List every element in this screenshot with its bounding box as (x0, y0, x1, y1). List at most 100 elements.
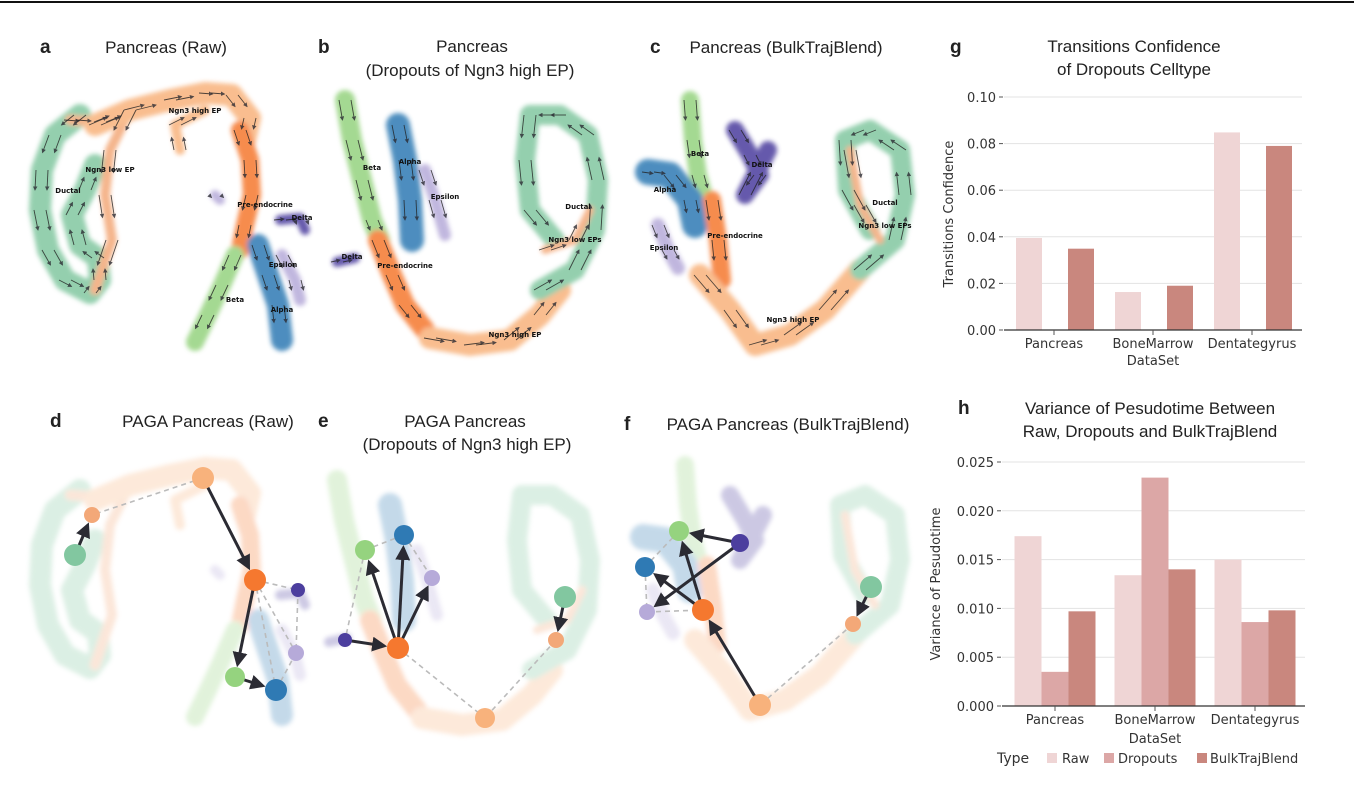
chart-g-ylabel: Transitions Confidence (942, 141, 957, 289)
velocity-arrow (70, 279, 85, 287)
velocity-arrow (686, 139, 692, 159)
velocity-arrow (41, 249, 51, 266)
velocity-arrow (853, 204, 865, 224)
velocity-arrow (698, 139, 704, 159)
velocity-arrow (83, 285, 90, 294)
cluster-ductal (29, 104, 111, 304)
velocity-arrow (783, 321, 803, 336)
velocity-arrow (338, 99, 345, 121)
velocity-arrow (261, 274, 268, 291)
velocity-arrow (357, 139, 365, 161)
velocity-arrow (355, 179, 363, 201)
velocity-arrow (78, 176, 85, 191)
velocity-arrow (100, 116, 120, 126)
cluster-epsilon (276, 249, 306, 306)
velocity-arrow (233, 129, 240, 146)
velocity-arrow (568, 249, 580, 271)
panel-d-title: PAGA Pancreas (Raw) (122, 412, 294, 431)
bar-bonemarrow-raw (1114, 575, 1142, 706)
paga-edge-dashed (254, 579, 277, 691)
velocity-arrow (234, 224, 240, 239)
velocity-arrow (220, 284, 229, 301)
velocity-arrow (125, 109, 137, 131)
velocity-arrow (682, 99, 688, 121)
velocity-arrow (755, 154, 762, 166)
velocity-arrow (641, 170, 654, 176)
cluster-label: Alpha (654, 186, 677, 194)
velocity-arrow (365, 219, 371, 231)
cluster-alpha (247, 234, 293, 351)
panel-c-letter: c (650, 37, 661, 58)
cluster-label: Delta (291, 214, 312, 222)
cluster-alpha (635, 159, 708, 238)
velocity-arrow (888, 216, 896, 241)
velocity-arrow (263, 244, 270, 261)
velocity-arrow (383, 239, 392, 259)
velocity-arrow (683, 199, 689, 214)
velocity-arrow (94, 250, 105, 259)
velocity-arrow (254, 159, 260, 179)
velocity-arrow (82, 250, 93, 259)
bar-bonemarrow-bulktrajblend (1168, 569, 1196, 706)
velocity-arrow (41, 134, 50, 154)
paga-node-ductal (64, 544, 86, 566)
chart-g-xlabel: DataSet (1127, 354, 1179, 369)
velocity-arrow (435, 337, 457, 344)
paga-node-epsilon (288, 645, 304, 661)
velocity-arrow (345, 139, 353, 161)
velocity-arrow (735, 309, 750, 329)
cluster-ductal (515, 105, 608, 300)
y-tick-label: 0.000 (957, 700, 994, 715)
panel-a-title: Pancreas (Raw) (105, 38, 227, 57)
velocity-arrow (519, 114, 525, 139)
bar-dentategyrus-dropouts (1241, 622, 1269, 706)
velocity-arrow (585, 156, 593, 181)
velocity-arrow (77, 201, 85, 216)
velocity-arrow (175, 94, 195, 101)
velocity-arrow (207, 314, 215, 330)
velocity-arrow (830, 289, 850, 311)
embedding-b (324, 470, 600, 736)
velocity-arrow (403, 124, 410, 144)
velocity-arrow (275, 254, 283, 269)
velocity-arrow (123, 103, 145, 111)
bar-dentategyrus-series-1 (1266, 145, 1292, 330)
paga-node-alpha (394, 525, 414, 545)
velocity-arrow (350, 99, 357, 121)
cluster-beta (327, 470, 382, 630)
velocity-arrow (63, 118, 80, 124)
velocity-arrow (397, 274, 406, 291)
cluster-ductal (835, 120, 915, 280)
velocity-arrow (568, 224, 577, 241)
bar-pancreas-bulktrajblend (1068, 611, 1096, 706)
velocity-arrow (535, 209, 550, 226)
y-tick-label: 0.10 (967, 91, 996, 106)
velocity-arrow (865, 204, 877, 224)
velocity-arrow (663, 174, 675, 189)
velocity-arrow (757, 174, 767, 186)
paga-edge-arrow (232, 579, 257, 668)
velocity-arrow (99, 149, 105, 174)
y-tick-label: 0.015 (957, 554, 994, 569)
cluster-label: Ductal (565, 203, 590, 211)
panel-d-letter: d (50, 411, 62, 432)
velocity-arrow (135, 103, 157, 111)
paga-edge-arrow (708, 619, 762, 706)
cluster-epsilon (651, 218, 685, 275)
velocity-arrow (410, 159, 416, 181)
velocity-arrow (207, 193, 213, 199)
paga-edge-arrow (395, 544, 411, 649)
cluster-label: Beta (363, 164, 381, 172)
velocity-arrow (600, 204, 605, 231)
velocity-arrow (111, 149, 117, 174)
paga-edge-dashed (759, 623, 854, 706)
velocity-arrow (75, 118, 92, 124)
chart-g-title-line1: Transitions Confidence (1047, 37, 1220, 56)
velocity-arrow (251, 244, 258, 261)
cluster-ngn3-high-ep (411, 659, 563, 736)
paga-node-delta (291, 583, 305, 597)
cluster-beta (335, 90, 390, 250)
cluster-ngn3-low-ep (846, 146, 884, 244)
y-tick-label: 0.025 (957, 456, 994, 471)
cluster-label: Ngn3 low EP (85, 166, 134, 174)
